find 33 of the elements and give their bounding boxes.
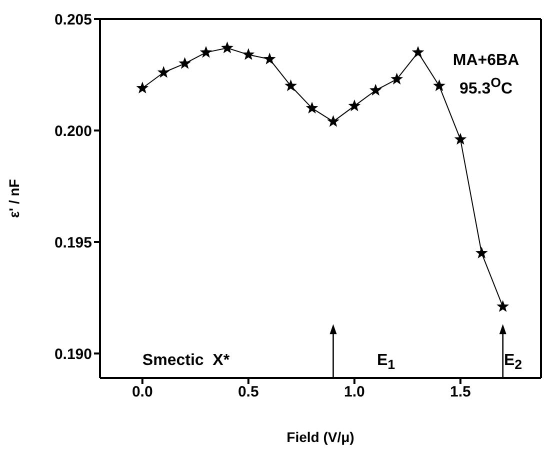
x-tick-label: 0.5 <box>238 384 259 401</box>
point <box>348 99 361 112</box>
point <box>178 57 191 69</box>
point <box>454 132 467 145</box>
x-tick-label: 0.0 <box>132 384 153 401</box>
x-tick-label: 1.0 <box>344 384 365 401</box>
annotation: E$_{2}$ <box>504 352 522 374</box>
point <box>221 41 234 54</box>
y-tick-label: 0.200 <box>54 122 92 140</box>
point <box>390 72 404 84</box>
annotation: E$_{1}$ <box>376 352 396 374</box>
y-tick-label: 0.205 <box>54 11 92 28</box>
annotation: 95.3$^{O}$C <box>459 74 513 98</box>
x-axis-title: Field (V/μ) <box>286 429 354 445</box>
point <box>327 115 340 127</box>
point <box>306 102 318 114</box>
annotation: MA+6BA <box>452 52 520 70</box>
point <box>475 246 488 258</box>
point <box>200 46 212 58</box>
point <box>433 79 446 92</box>
point <box>136 82 149 94</box>
point <box>412 46 424 58</box>
x-tick-label: 1.5 <box>450 384 471 401</box>
point <box>369 84 382 96</box>
annotation: Smectic X* <box>142 352 230 370</box>
point <box>284 79 297 92</box>
y-tick-label: 0.190 <box>54 346 92 363</box>
point <box>157 66 170 78</box>
point <box>242 48 255 60</box>
point <box>263 52 276 64</box>
point <box>496 300 510 312</box>
y-tick-label: 0.195 <box>54 234 92 252</box>
y-axis-title: ε' / nF <box>6 178 22 218</box>
